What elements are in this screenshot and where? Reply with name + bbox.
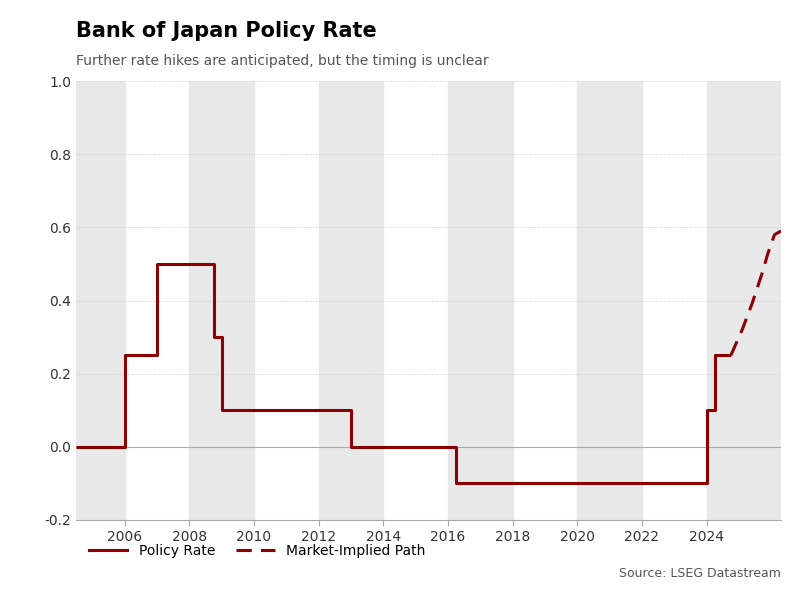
Text: Bank of Japan Policy Rate: Bank of Japan Policy Rate xyxy=(76,21,376,41)
Bar xyxy=(76,81,125,520)
Bar xyxy=(319,81,383,520)
Legend: Policy Rate, Market-Implied Path: Policy Rate, Market-Implied Path xyxy=(83,538,431,563)
Bar xyxy=(578,81,642,520)
Bar xyxy=(706,81,781,520)
Bar xyxy=(189,81,254,520)
Text: Source: LSEG Datastream: Source: LSEG Datastream xyxy=(619,567,781,580)
Bar xyxy=(448,81,513,520)
Text: Further rate hikes are anticipated, but the timing is unclear: Further rate hikes are anticipated, but … xyxy=(76,54,489,68)
